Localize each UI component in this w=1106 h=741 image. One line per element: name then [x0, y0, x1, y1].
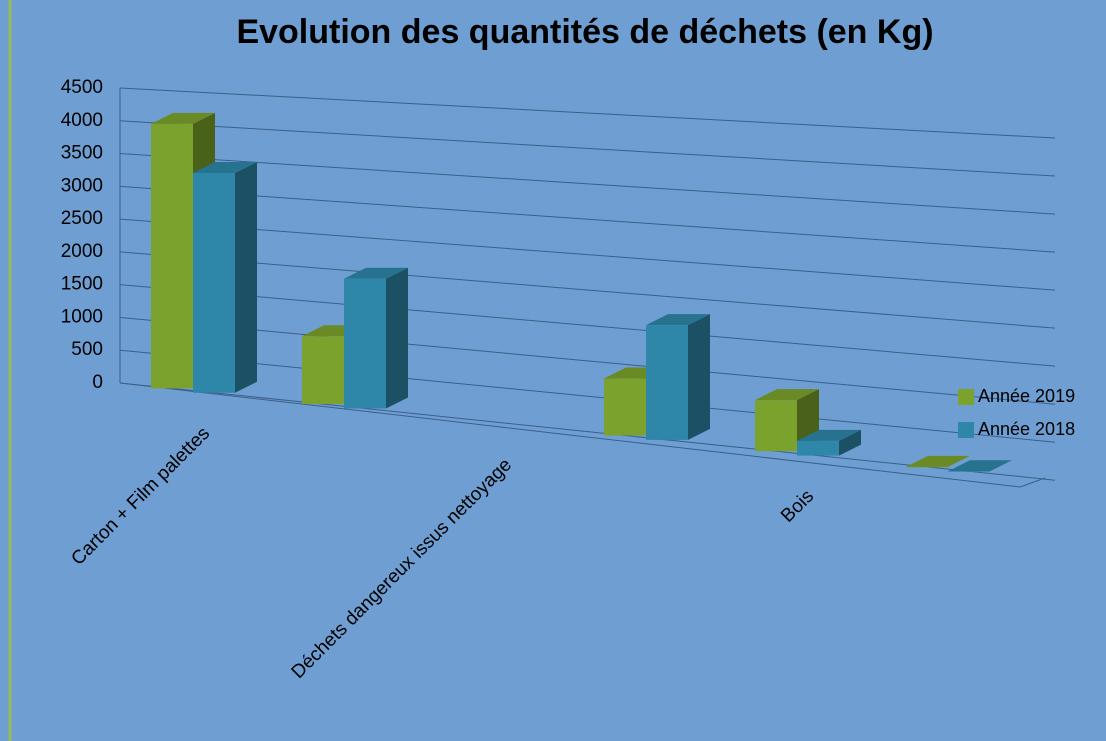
legend-swatch [958, 422, 974, 438]
y-tick-label: 4500 [61, 77, 103, 98]
bar [604, 378, 646, 436]
bar [193, 172, 235, 393]
y-tick-label: 1500 [61, 274, 103, 295]
bar-side [839, 429, 861, 456]
legend-swatch [958, 389, 974, 405]
floor-edge [119, 382, 1021, 488]
grid-line [119, 185, 1056, 253]
bar [151, 123, 193, 389]
bar [906, 466, 948, 468]
grid-line [119, 251, 1056, 329]
y-tick-label: 4000 [61, 110, 103, 131]
bar-side [235, 161, 257, 393]
bar-top [193, 161, 257, 173]
bar-top [948, 460, 1012, 472]
grid-line [119, 218, 1056, 291]
floor-edge [1019, 477, 1046, 488]
bar-top [151, 112, 215, 124]
bar-side [688, 314, 710, 440]
grid-line [119, 87, 1056, 139]
y-tick-label: 2500 [61, 208, 103, 229]
grid-line [119, 382, 1056, 481]
bar-top [646, 314, 710, 326]
grid-line [119, 349, 1056, 443]
grid-line [119, 120, 1056, 177]
grid-line [119, 284, 1056, 367]
bar [948, 471, 990, 472]
bar-top [797, 429, 861, 441]
y-tick-label: 1000 [61, 306, 103, 327]
y-tick-label: 3000 [61, 175, 103, 196]
bar [797, 440, 839, 456]
bar [344, 278, 386, 409]
legend-label: Année 2018 [978, 419, 1075, 439]
bar-top [344, 267, 408, 279]
y-tick-label: 3500 [61, 143, 103, 164]
bar [755, 400, 797, 452]
chart-title: Evolution des quantités de déchets (en K… [236, 13, 933, 51]
bar [646, 325, 688, 440]
y-tick-label: 0 [92, 372, 103, 393]
grid-line [119, 316, 1056, 405]
bar-top [755, 389, 819, 401]
grid-line [119, 153, 1056, 215]
bar-side [386, 267, 408, 409]
bar-top [906, 455, 970, 467]
legend-label: Année 2019 [978, 386, 1075, 406]
y-tick-label: 2000 [61, 241, 103, 262]
bar [302, 336, 344, 405]
y-tick-label: 500 [71, 339, 103, 360]
